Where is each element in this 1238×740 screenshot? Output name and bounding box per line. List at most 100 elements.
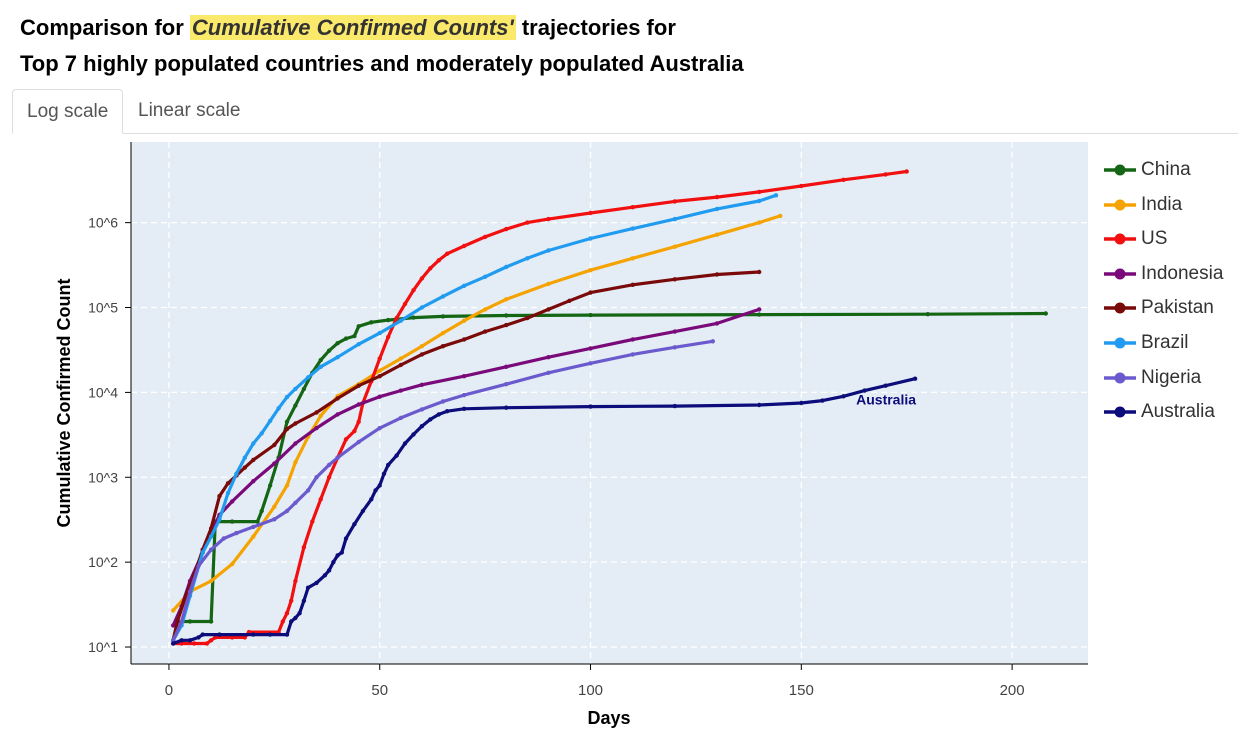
- us-point[interactable]: [204, 641, 210, 646]
- nigeria-point[interactable]: [284, 508, 290, 514]
- pakistan-point[interactable]: [504, 322, 509, 328]
- us-point[interactable]: [242, 635, 247, 640]
- pakistan-line[interactable]: [171, 270, 761, 642]
- china-point[interactable]: [259, 508, 264, 514]
- china-point[interactable]: [440, 314, 446, 319]
- australia-point[interactable]: [394, 453, 399, 458]
- australia-point[interactable]: [284, 632, 290, 637]
- china-point[interactable]: [208, 619, 214, 624]
- nigeria-point[interactable]: [251, 524, 256, 530]
- india-point[interactable]: [546, 281, 551, 287]
- nigeria-point[interactable]: [377, 425, 382, 431]
- nigeria-point[interactable]: [672, 345, 677, 350]
- china-point[interactable]: [352, 333, 357, 339]
- australia-point[interactable]: [862, 388, 867, 393]
- brazil-point[interactable]: [630, 226, 635, 231]
- brazil-point[interactable]: [318, 364, 323, 369]
- indonesia-point[interactable]: [588, 346, 593, 351]
- australia-point[interactable]: [187, 638, 193, 643]
- pakistan-point[interactable]: [461, 337, 467, 342]
- australia-point[interactable]: [331, 559, 336, 565]
- australia-point[interactable]: [297, 611, 302, 616]
- china-point[interactable]: [386, 317, 391, 323]
- india-point[interactable]: [377, 368, 382, 373]
- us-point[interactable]: [301, 545, 307, 550]
- pakistan-point[interactable]: [672, 277, 677, 282]
- australia-point[interactable]: [289, 619, 294, 624]
- australia-point[interactable]: [672, 403, 677, 409]
- india-point[interactable]: [504, 297, 509, 302]
- us-point[interactable]: [318, 497, 323, 502]
- indonesia-point[interactable]: [546, 355, 551, 360]
- us-point[interactable]: [411, 288, 416, 293]
- us-point[interactable]: [213, 635, 218, 640]
- brazil-point[interactable]: [419, 305, 425, 310]
- brazil-point[interactable]: [242, 455, 247, 460]
- australia-point[interactable]: [200, 632, 205, 637]
- brazil-point[interactable]: [234, 471, 239, 476]
- india-point[interactable]: [293, 460, 298, 465]
- india-point[interactable]: [757, 220, 762, 225]
- nigeria-point[interactable]: [504, 382, 509, 387]
- tab-log-scale[interactable]: Log scale: [12, 89, 124, 134]
- nigeria-point[interactable]: [335, 455, 340, 460]
- pakistan-point[interactable]: [251, 457, 256, 463]
- australia-point[interactable]: [339, 550, 344, 555]
- australia-point[interactable]: [171, 641, 176, 646]
- brazil-point[interactable]: [276, 406, 281, 411]
- pakistan-point[interactable]: [377, 374, 382, 379]
- india-point[interactable]: [272, 504, 277, 509]
- australia-point[interactable]: [377, 483, 382, 488]
- india-point[interactable]: [419, 344, 425, 349]
- brazil-point[interactable]: [200, 550, 205, 555]
- indonesia-point[interactable]: [171, 623, 176, 628]
- australia-point[interactable]: [352, 522, 357, 527]
- indonesia-point[interactable]: [630, 337, 635, 342]
- nigeria-point[interactable]: [398, 415, 403, 421]
- australia-point[interactable]: [820, 398, 825, 403]
- pakistan-point[interactable]: [272, 442, 277, 448]
- china-point[interactable]: [301, 386, 307, 392]
- india-point[interactable]: [461, 318, 467, 323]
- tab-linear-scale[interactable]: Linear scale: [138, 100, 241, 121]
- china-point[interactable]: [187, 619, 193, 624]
- china-point[interactable]: [255, 519, 260, 524]
- nigeria-point[interactable]: [356, 439, 361, 445]
- australia-point[interactable]: [179, 638, 184, 643]
- china-point[interactable]: [326, 348, 332, 353]
- nigeria-point[interactable]: [221, 536, 226, 541]
- australia-point[interactable]: [883, 383, 888, 388]
- brazil-point[interactable]: [335, 355, 340, 360]
- nigeria-point[interactable]: [588, 361, 593, 366]
- australia-point[interactable]: [757, 402, 762, 408]
- brazil-point[interactable]: [757, 198, 762, 204]
- australia-point[interactable]: [217, 632, 222, 637]
- australia-point[interactable]: [402, 441, 408, 446]
- indonesia-point[interactable]: [272, 461, 277, 466]
- us-point[interactable]: [672, 199, 677, 204]
- indonesia-point[interactable]: [356, 402, 361, 407]
- indonesia-point[interactable]: [335, 412, 340, 417]
- india-point[interactable]: [230, 561, 235, 567]
- india-point[interactable]: [251, 534, 256, 539]
- australia-point[interactable]: [411, 432, 416, 437]
- china-point[interactable]: [356, 324, 361, 329]
- australia-point[interactable]: [436, 412, 441, 417]
- brazil-point[interactable]: [398, 318, 403, 323]
- pakistan-point[interactable]: [757, 269, 762, 275]
- us-point[interactable]: [394, 315, 399, 321]
- nigeria-point[interactable]: [461, 392, 467, 398]
- australia-point[interactable]: [335, 553, 340, 558]
- us-point[interactable]: [461, 243, 467, 249]
- indonesia-point[interactable]: [714, 321, 720, 326]
- us-point[interactable]: [841, 177, 846, 182]
- brazil-point[interactable]: [773, 193, 779, 198]
- australia-point[interactable]: [360, 508, 366, 514]
- nigeria-point[interactable]: [187, 589, 193, 594]
- us-point[interactable]: [326, 475, 332, 480]
- indonesia-point[interactable]: [672, 329, 677, 334]
- india-point[interactable]: [714, 232, 720, 237]
- brazil-point[interactable]: [546, 248, 551, 253]
- pakistan-point[interactable]: [225, 481, 231, 486]
- pakistan-point[interactable]: [525, 315, 530, 321]
